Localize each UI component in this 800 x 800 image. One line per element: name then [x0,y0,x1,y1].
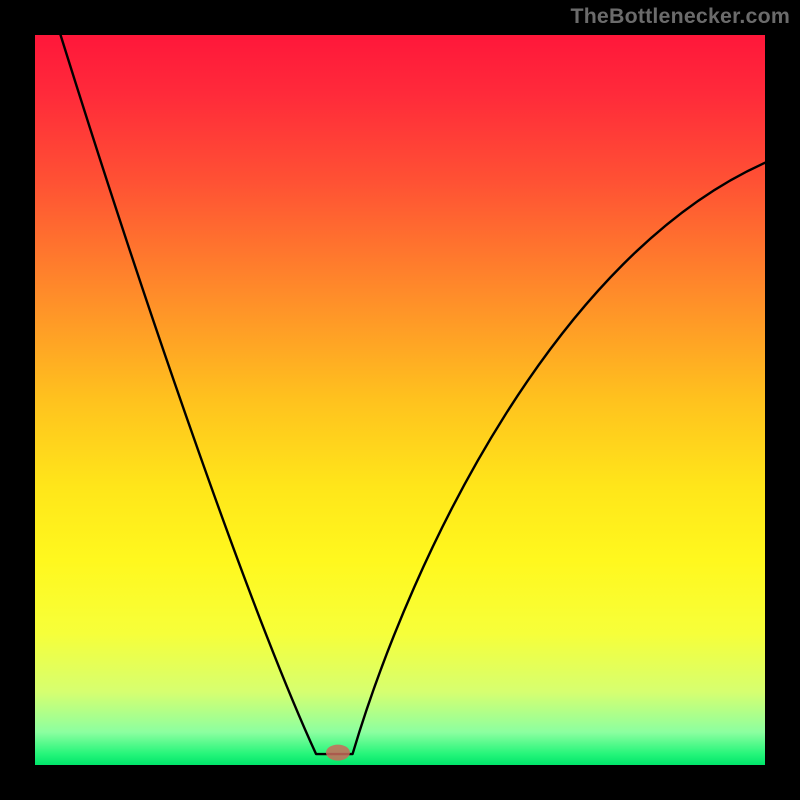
watermark-label: TheBottlenecker.com [570,4,790,29]
chart-stage: TheBottlenecker.com [0,0,800,800]
watermark-text: TheBottlenecker.com [570,4,790,28]
plot-background [35,35,765,765]
optimal-marker [326,745,350,761]
chart-svg [0,0,800,800]
